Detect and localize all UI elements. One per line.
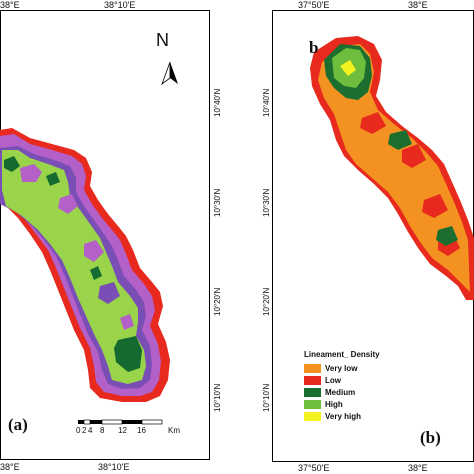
panel-a-top-tick-2: 38°10'E: [104, 0, 136, 10]
legend-swatch-high: [304, 399, 321, 409]
scale-number-8: 8: [100, 426, 105, 435]
scale-number-4: 4: [88, 426, 93, 435]
panel-a-label: (a): [8, 415, 28, 434]
panel-b-zone-very-high: [340, 60, 356, 76]
panel-a-scale-bar: [78, 419, 163, 425]
panel-b-lineament-density-map: [310, 36, 474, 300]
panel-b-top-tick-1: 37°50'E: [298, 0, 330, 10]
panel-b-zone-medium-2: [388, 130, 412, 150]
legend-label: Low: [325, 375, 341, 385]
panel-a-map: 38°E 38°10'E 38°E 38°10'E 10°40'N 10°30'…: [0, 0, 222, 472]
panel-a-zone-core-4: [114, 336, 142, 372]
panel-a-bottom-tick-2: 38°10'E: [98, 462, 130, 472]
legend-item: Medium: [304, 386, 380, 398]
panel-a-zone-purple-patch-4: [98, 282, 120, 304]
scale-number-16: 16: [137, 426, 146, 435]
scale-number-12: 12: [118, 426, 127, 435]
panel-a-north-arrow: [161, 61, 178, 86]
panel-b-bottom-label: (b): [420, 428, 441, 447]
panel-a-map-frame: [0, 10, 210, 460]
legend-title: Lineament_ Density: [304, 350, 380, 359]
legend-swatch-low: [304, 375, 321, 385]
panel-a-top-tick-1: 38°E: [0, 0, 20, 10]
panel-b-top-tick-2: 38°E: [408, 0, 428, 10]
legend-swatch-very-high: [304, 411, 321, 421]
panel-a-zone-core-3: [90, 266, 102, 280]
scale-unit: Km: [168, 426, 180, 435]
legend-label: Very high: [325, 411, 362, 421]
panel-a-zone-core-1: [4, 156, 20, 172]
panel-b-zone-medium-3: [436, 226, 458, 246]
legend: Lineament_ Density Very low Low Medium H…: [304, 350, 380, 422]
panel-a-lat-tick-3: 10°20'N: [213, 287, 222, 316]
scale-number-2: 2: [82, 426, 87, 435]
panel-a-zone-green: [2, 150, 146, 384]
panel-a-zone-core-2: [46, 172, 60, 186]
panel-a-zone-purple-patch-5: [120, 314, 134, 330]
scale-number-0: 0: [76, 426, 81, 435]
legend-item: Very high: [304, 410, 380, 422]
panel-a-lineament-map: [0, 61, 178, 425]
legend-swatch-very-low: [304, 363, 321, 373]
panel-a-north-letter: N: [156, 30, 169, 50]
panel-a-lat-tick-1: 10°40'N: [213, 88, 222, 117]
legend-swatch-medium: [304, 387, 321, 397]
panel-a-zone-purple-patch-3: [84, 240, 104, 262]
panel-b-zone-very-low: [318, 44, 470, 292]
panel-a-bottom-tick-1: 38°E: [0, 462, 20, 472]
legend-item: Very low: [304, 362, 380, 374]
panel-a-zone-purple-patch-2: [58, 194, 78, 214]
panel-b-zone-low-1: [360, 112, 386, 134]
panel-b-zone-low-2: [402, 144, 426, 168]
legend-label: Medium: [325, 387, 356, 397]
panel-a-lat-tick-4: 10°10'N: [213, 383, 222, 412]
legend-label: Very low: [325, 363, 358, 373]
panel-b-map: 37°50'E 38°E 37°50'E 38°E 10°40'N 10°30'…: [262, 0, 474, 474]
panel-b-bottom-tick-1: 37°50'E: [298, 463, 330, 473]
panel-b-bottom-tick-2: 38°E: [408, 463, 428, 473]
panel-a-zone-purple-patch-1: [20, 164, 42, 182]
panel-b-zone-low-3: [422, 194, 448, 218]
legend-item: High: [304, 398, 380, 410]
legend-label: High: [325, 399, 343, 409]
legend-item: Low: [304, 374, 380, 386]
panel-b-label: b: [309, 38, 319, 57]
panel-a-lat-tick-2: 10°30'N: [213, 188, 222, 217]
